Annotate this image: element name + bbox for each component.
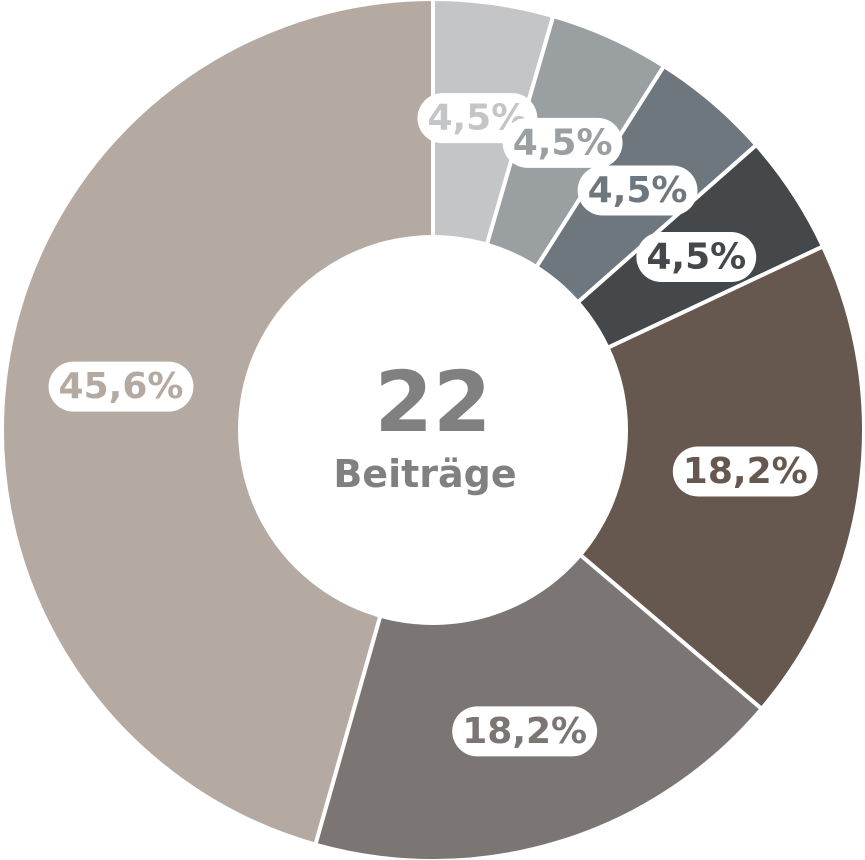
slice xyxy=(0,0,435,848)
center-value: 22 xyxy=(375,353,492,451)
label-pill xyxy=(636,232,757,283)
value-label: 18,2% xyxy=(683,451,808,492)
label-pill xyxy=(672,446,818,497)
label-pill xyxy=(48,361,194,412)
value-label: 45,6% xyxy=(59,366,184,407)
value-label: 4,5% xyxy=(588,170,688,211)
label-pill xyxy=(502,117,623,168)
data-label: 18,2% xyxy=(452,706,598,757)
labels: 4,5%4,5%4,5%4,5%18,2%18,2%45,6% xyxy=(48,93,818,757)
data-label: 4,5% xyxy=(502,117,623,168)
center-label: Beiträge xyxy=(333,452,516,496)
slice xyxy=(429,243,865,712)
donut-hole xyxy=(238,235,628,625)
data-label: 4,5% xyxy=(577,165,698,216)
data-label: 18,2% xyxy=(672,446,818,497)
label-pill xyxy=(577,165,698,216)
value-label: 4,5% xyxy=(646,237,746,278)
data-label: 45,6% xyxy=(48,361,194,412)
value-label: 4,5% xyxy=(513,122,613,163)
label-pill xyxy=(452,706,598,757)
value-label: 18,2% xyxy=(462,711,587,752)
data-label: 4,5% xyxy=(636,232,757,283)
